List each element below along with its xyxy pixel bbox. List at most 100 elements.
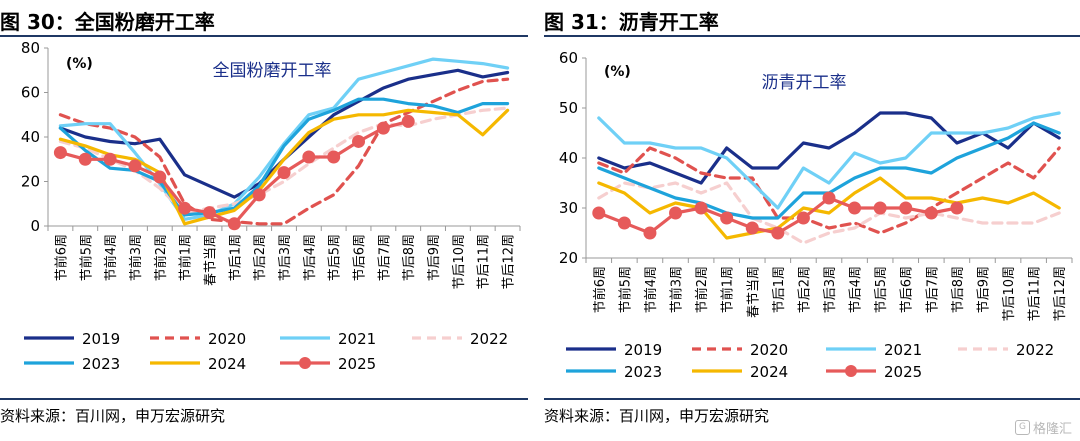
data-point-2025 bbox=[302, 150, 316, 164]
watermark-text: 格隆汇 bbox=[1032, 422, 1072, 437]
y-tick-label: 0 bbox=[30, 217, 40, 235]
x-tick-label: 春节当周 bbox=[203, 234, 218, 286]
data-point-2025 bbox=[128, 159, 142, 173]
x-tick-label: 节后3周 bbox=[278, 234, 293, 281]
y-tick-label: 20 bbox=[559, 249, 578, 267]
series-line-2021 bbox=[58, 57, 510, 221]
x-tick-label: 节前6周 bbox=[592, 266, 608, 313]
data-point-2025 bbox=[327, 150, 341, 164]
x-tick-label: 节后12周 bbox=[1053, 266, 1068, 322]
legend-label-2021: 2021 bbox=[338, 330, 376, 348]
data-point-2025 bbox=[78, 152, 92, 166]
x-tick-label: 节前6周 bbox=[53, 234, 69, 281]
y-axis-unit-label: (%) bbox=[66, 56, 93, 72]
source-rule bbox=[544, 398, 1080, 400]
chart-inner-title: 全国粉磨开工率 bbox=[213, 61, 332, 81]
source-note: 资料来源：百川网，申万宏源研究 bbox=[0, 407, 226, 425]
series-line-2021 bbox=[597, 111, 1061, 210]
data-point-2025 bbox=[103, 152, 117, 166]
x-tick-label: 节前5周 bbox=[78, 234, 94, 281]
data-point-2025 bbox=[53, 146, 67, 160]
x-tick-label: 节后9周 bbox=[427, 234, 442, 281]
data-point-2025 bbox=[796, 211, 810, 225]
x-tick-label: 节后5周 bbox=[874, 266, 889, 313]
data-point-2025 bbox=[617, 216, 631, 230]
series-line-2024 bbox=[58, 108, 510, 226]
x-tick-label: 节后6周 bbox=[900, 266, 915, 313]
legend-label-2025: 2025 bbox=[338, 355, 376, 373]
x-tick-label: 节后10周 bbox=[452, 234, 467, 290]
legend-label-2023: 2023 bbox=[82, 355, 120, 373]
x-tick-label: 节后4周 bbox=[849, 266, 864, 313]
data-point-2025 bbox=[899, 201, 913, 215]
source-note: 资料来源：百川网，申万宏源研究 bbox=[544, 407, 770, 425]
x-tick-label: 节后6周 bbox=[353, 234, 368, 281]
x-tick-label: 节后8周 bbox=[951, 266, 966, 313]
x-tick-label: 节前5周 bbox=[617, 266, 633, 313]
y-tick-label: 30 bbox=[559, 199, 578, 217]
legend-label-2019: 2019 bbox=[624, 341, 662, 359]
data-point-2025 bbox=[643, 226, 657, 240]
series-line-2022 bbox=[597, 181, 1061, 245]
x-tick-label: 节后2周 bbox=[253, 234, 268, 281]
x-tick-label: 节后10周 bbox=[1002, 266, 1017, 322]
x-tick-label: 节前3周 bbox=[128, 234, 144, 281]
legend-label-2024: 2024 bbox=[208, 355, 246, 373]
x-tick-label: 节后2周 bbox=[797, 266, 812, 313]
x-tick-label: 节后3周 bbox=[823, 266, 838, 313]
legend-label-2022: 2022 bbox=[1016, 341, 1054, 359]
series-line-2020 bbox=[597, 146, 1061, 235]
x-tick-label: 节前2周 bbox=[694, 266, 710, 313]
data-point-2025 bbox=[227, 217, 241, 231]
data-point-2025 bbox=[277, 166, 291, 180]
x-tick-label: 节后11周 bbox=[477, 234, 492, 290]
data-point-2025 bbox=[745, 221, 759, 235]
data-point-2025 bbox=[720, 211, 734, 225]
x-tick-label: 节后1周 bbox=[228, 234, 243, 281]
legend-marker-2025 bbox=[845, 365, 857, 377]
figure-31-panel: 图 31：沥青开工率 20 30 40 50 60 (%) 沥青开工率 节前6周 节前5周 节前4… bbox=[544, 0, 1080, 441]
grinding-utilization-chart: 020406080(%) 全国粉磨开工率节前6周 节前5周 节前4周 节前3周 节前2周节… bbox=[21, 39, 521, 373]
x-tick-label: 春节当周 bbox=[746, 266, 761, 318]
data-point-2025 bbox=[202, 206, 216, 220]
x-tick-label: 节前1周 bbox=[178, 234, 194, 281]
x-tick-label: 节前4周 bbox=[103, 234, 119, 281]
y-tick-label: 20 bbox=[21, 173, 40, 191]
x-tick-label: 节后1周 bbox=[772, 266, 787, 313]
data-point-2025 bbox=[153, 170, 167, 184]
data-point-2025 bbox=[376, 121, 390, 135]
watermark: G 格隆汇 bbox=[1014, 418, 1072, 437]
legend-label-2025: 2025 bbox=[884, 363, 922, 381]
x-tick-label: 节后8周 bbox=[402, 234, 417, 281]
y-tick-label: 40 bbox=[21, 128, 40, 146]
x-tick-label: 节前4周 bbox=[643, 266, 659, 313]
data-point-2025 bbox=[178, 201, 192, 215]
data-point-2025 bbox=[352, 134, 366, 148]
x-tick-label: 节后12周 bbox=[502, 234, 517, 290]
x-tick-label: 节后7周 bbox=[377, 234, 392, 281]
data-point-2025 bbox=[848, 201, 862, 215]
data-point-2025 bbox=[924, 206, 938, 220]
legend-marker-2025 bbox=[299, 357, 311, 369]
series-line-2024 bbox=[597, 176, 1061, 240]
y-tick-label: 60 bbox=[559, 49, 578, 67]
legend-label-2020: 2020 bbox=[750, 341, 788, 359]
figure-title: 图 30：全国粉磨开工率 bbox=[0, 10, 215, 34]
data-point-2025 bbox=[771, 226, 785, 240]
x-tick-label: 节后7周 bbox=[925, 266, 940, 313]
legend-label-2019: 2019 bbox=[82, 330, 120, 348]
data-point-2025 bbox=[873, 201, 887, 215]
legend-label-2024: 2024 bbox=[750, 363, 788, 381]
x-tick-label: 节前1周 bbox=[720, 266, 736, 313]
x-tick-label: 节后11周 bbox=[1028, 266, 1043, 322]
y-tick-label: 60 bbox=[21, 84, 40, 102]
watermark-logo-icon: G bbox=[1014, 420, 1030, 435]
data-point-2025 bbox=[401, 114, 415, 128]
y-axis-unit-label: (%) bbox=[604, 64, 631, 80]
data-point-2025 bbox=[822, 191, 836, 205]
chart-inner-title: 沥青开工率 bbox=[762, 73, 847, 93]
x-tick-label: 节后4周 bbox=[303, 234, 318, 281]
y-tick-label: 40 bbox=[559, 149, 578, 167]
series-line-2020 bbox=[58, 77, 510, 226]
